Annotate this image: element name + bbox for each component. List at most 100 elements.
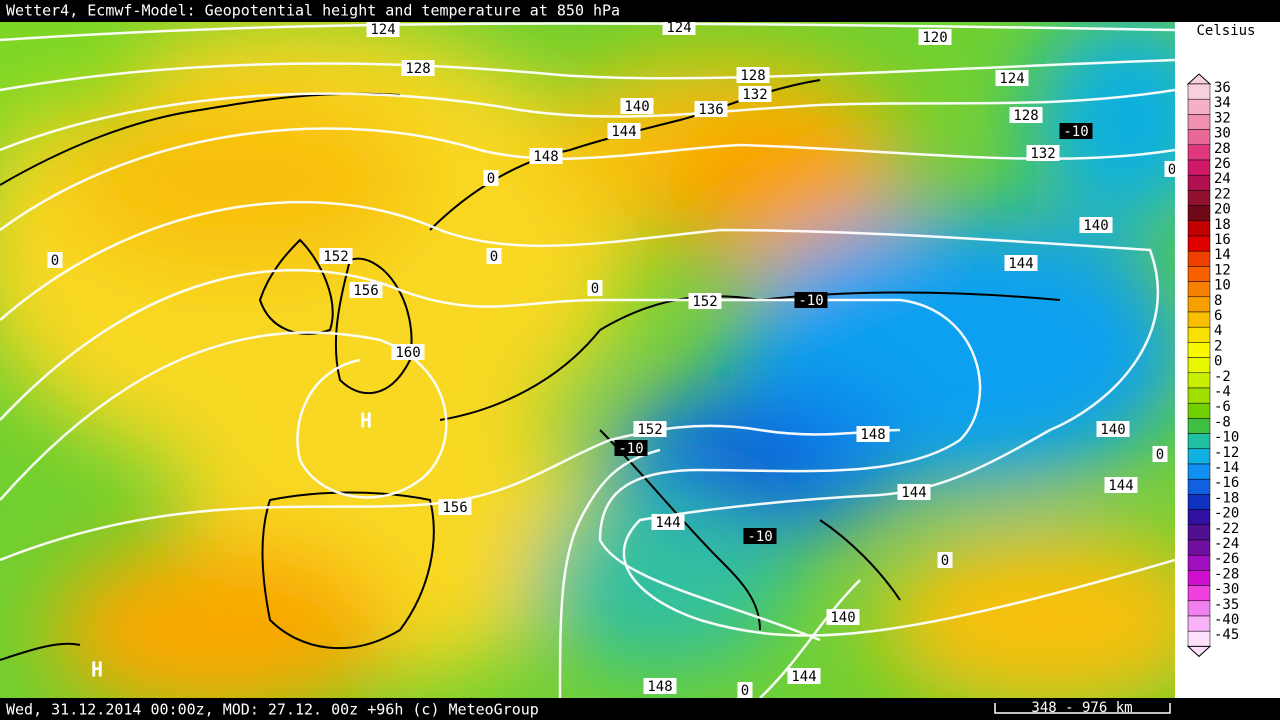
legend-swatch xyxy=(1187,129,1211,146)
isohypse-label: 152 xyxy=(323,249,348,265)
legend-label: 16 xyxy=(1214,232,1231,248)
legend-swatch xyxy=(1187,159,1211,176)
legend-title: Celsius xyxy=(1196,23,1255,39)
isohypse-label: 124 xyxy=(999,71,1024,87)
isohypse-label: 124 xyxy=(370,22,395,38)
legend-swatch xyxy=(1187,174,1211,191)
legend-label: -2 xyxy=(1214,369,1231,385)
isohypse-label: 144 xyxy=(901,485,926,501)
isohypse-label: 128 xyxy=(405,61,430,77)
contour-label-box xyxy=(826,609,860,625)
isohypse-label: 144 xyxy=(1008,256,1033,272)
isohypse-label: 140 xyxy=(624,99,649,115)
isohypse-label: 124 xyxy=(666,20,691,36)
isohypse-label: 144 xyxy=(1108,478,1133,494)
legend-label: -10 xyxy=(1214,430,1239,446)
legend-label: 4 xyxy=(1214,323,1222,339)
contour-label-box xyxy=(47,252,63,268)
contour-label-box xyxy=(391,344,425,360)
contour-label-box xyxy=(643,678,677,694)
legend-label: -40 xyxy=(1214,612,1239,628)
isohypse-label: 128 xyxy=(1013,108,1038,124)
legend-swatch xyxy=(1187,281,1211,298)
legend-label: -30 xyxy=(1214,582,1239,598)
isohypse-label: 144 xyxy=(611,124,636,140)
legend-label: 20 xyxy=(1214,202,1231,218)
contour-label-box xyxy=(1026,145,1060,161)
contour-label-box xyxy=(587,280,603,296)
legend-label: -28 xyxy=(1214,566,1239,582)
contour-label-box xyxy=(662,22,696,35)
contour-label-box xyxy=(366,22,400,37)
legend-label: 8 xyxy=(1214,293,1222,309)
contour-label-box xyxy=(620,98,654,114)
contour-label-box xyxy=(529,148,563,164)
contour-label-box xyxy=(897,484,931,500)
contour-label-box xyxy=(1104,477,1138,493)
legend-swatch xyxy=(1187,372,1211,389)
legend-label: -12 xyxy=(1214,445,1239,461)
legend-swatch xyxy=(1187,311,1211,328)
contour-label-box xyxy=(633,421,667,437)
isohypse-label: 132 xyxy=(742,87,767,103)
legend-swatch xyxy=(1187,524,1211,541)
contour-label-box xyxy=(1059,123,1093,139)
legend-label: -18 xyxy=(1214,490,1239,506)
isohypse-label: 152 xyxy=(692,294,717,310)
legend-swatch xyxy=(1187,570,1211,586)
legend-swatch xyxy=(1187,326,1211,343)
legend-label: -20 xyxy=(1214,506,1239,522)
isohypse-label: 0 xyxy=(490,249,498,265)
legend-label: 2 xyxy=(1214,338,1222,354)
scale-text: 348 - 976 km xyxy=(1031,700,1132,716)
legend-swatch xyxy=(1187,83,1211,100)
legend-swatch xyxy=(1187,98,1211,115)
legend-swatch xyxy=(1187,509,1211,526)
legend-label: -26 xyxy=(1214,551,1239,567)
legend-swatch xyxy=(1187,357,1211,374)
legend-label: 24 xyxy=(1214,171,1231,187)
legend-label: -24 xyxy=(1214,536,1239,552)
isohypse-label: 152 xyxy=(637,422,662,438)
legend-swatch xyxy=(1187,600,1211,617)
contour-label-box xyxy=(438,499,472,515)
contour-label-box xyxy=(856,426,890,442)
isohypse-label: 0 xyxy=(487,171,495,187)
contour-label-box xyxy=(1164,161,1175,177)
isohypse-label: 148 xyxy=(860,427,885,443)
legend-label: -35 xyxy=(1214,597,1239,613)
title-bar xyxy=(0,0,1280,22)
legend-swatch xyxy=(1187,235,1211,252)
isohypse-label: 0 xyxy=(591,281,599,297)
legend-label: 10 xyxy=(1214,278,1231,294)
legend-swatch xyxy=(1187,144,1211,161)
legend-swatch xyxy=(1187,250,1211,267)
legend-label: -8 xyxy=(1214,414,1231,430)
footer-text: Wed, 31.12.2014 00:00z, MOD: 27.12. 00z … xyxy=(6,701,539,719)
contour-label-box xyxy=(614,440,648,456)
contour-label-box xyxy=(1009,107,1043,123)
legend-swatch xyxy=(1187,114,1211,130)
legend-label: -45 xyxy=(1214,627,1239,643)
legend-label: 32 xyxy=(1214,110,1231,126)
legend-label: -22 xyxy=(1214,521,1239,537)
contour-label-box xyxy=(694,101,728,117)
legend-label: 36 xyxy=(1214,80,1231,96)
contour-labels: 124 124 120 128 128 132 140 136 144 124 128 -10 132 1… xyxy=(47,20,1175,698)
contour-label-box xyxy=(651,514,685,530)
legend-swatch xyxy=(1187,478,1211,495)
legend-swatch xyxy=(1187,630,1211,647)
legend-swatch xyxy=(1187,539,1211,556)
isohypse-label: 140 xyxy=(1100,422,1125,438)
isotherm-label: -10 xyxy=(798,293,823,309)
isohypse-label: 148 xyxy=(533,149,558,165)
isohypse-label: 132 xyxy=(1030,146,1055,162)
isohypse-label: 0 xyxy=(941,553,949,569)
isotherm-label: -10 xyxy=(747,529,772,545)
contour-label-box xyxy=(1079,217,1113,233)
contour-label-box xyxy=(401,60,435,76)
legend-arrow-bottom xyxy=(1186,645,1212,658)
contour-label-box xyxy=(787,668,821,684)
legend-swatch xyxy=(1187,585,1211,602)
legend-label: 18 xyxy=(1214,217,1231,233)
